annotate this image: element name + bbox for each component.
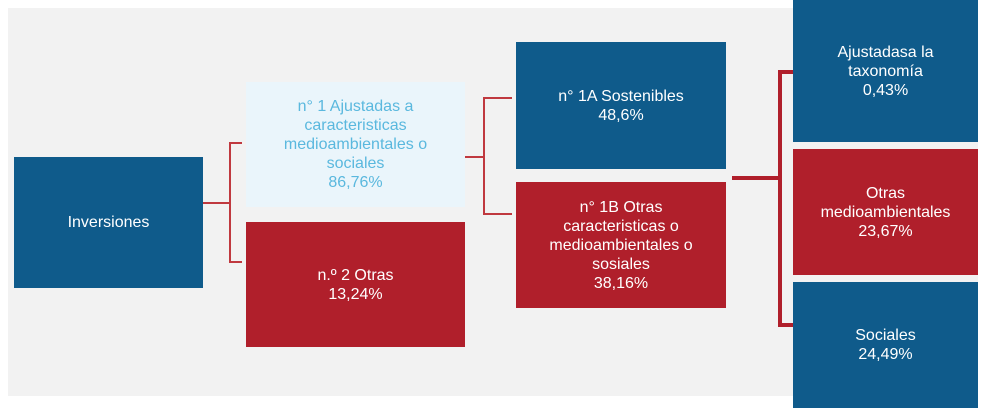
bracket <box>203 142 242 263</box>
bracket <box>465 97 512 215</box>
node-text: Otras <box>865 184 906 202</box>
node-text: 13,24% <box>328 285 383 303</box>
node-text: 48,6% <box>598 106 644 124</box>
node-text: medioambientales o <box>549 236 693 254</box>
node-text: n° 1B Otras <box>579 198 663 216</box>
node-text: Inversiones <box>67 214 150 231</box>
node-text: n° 1 Ajustadas a <box>297 98 414 115</box>
node-text: 38,16% <box>593 274 649 292</box>
node-text: n° 1A Sostenibles <box>558 87 684 105</box>
node-text: medioambientales o <box>283 136 428 153</box>
node: n° 1 Ajustadas a caracteristicas medioambi… <box>246 82 465 207</box>
node-text: caracteristicas o <box>563 217 679 235</box>
node-text: 86,76% <box>328 174 383 191</box>
node-text: 0,43% <box>862 81 909 99</box>
node: n° 1A Sostenibles 48,6% <box>516 42 726 169</box>
node: Sociales 24,49% <box>793 282 978 408</box>
node: Otras medioambientales 23,67% <box>793 149 978 275</box>
bracket <box>732 70 793 327</box>
node: Ajustadasa la taxonomía 0,43% <box>793 0 978 142</box>
node-text: caracteristicas <box>304 117 407 134</box>
node-text: sociales <box>326 155 385 172</box>
node-text: medioambientales <box>820 203 951 221</box>
node-text: 23,67% <box>858 222 913 240</box>
node-text: Ajustadasa la <box>837 43 934 61</box>
node-text: Sociales <box>855 327 916 344</box>
node: n° 1B Otras caracteristicas o medioambient… <box>516 182 726 308</box>
node-text: taxonomía <box>848 62 923 80</box>
node: Inversiones <box>14 157 203 288</box>
node: n.º 2 Otras 13,24% <box>246 222 465 347</box>
node-text: sosiales <box>592 255 650 273</box>
node-text: n.º 2 Otras <box>317 266 394 284</box>
node-text: 24,49% <box>858 346 913 363</box>
